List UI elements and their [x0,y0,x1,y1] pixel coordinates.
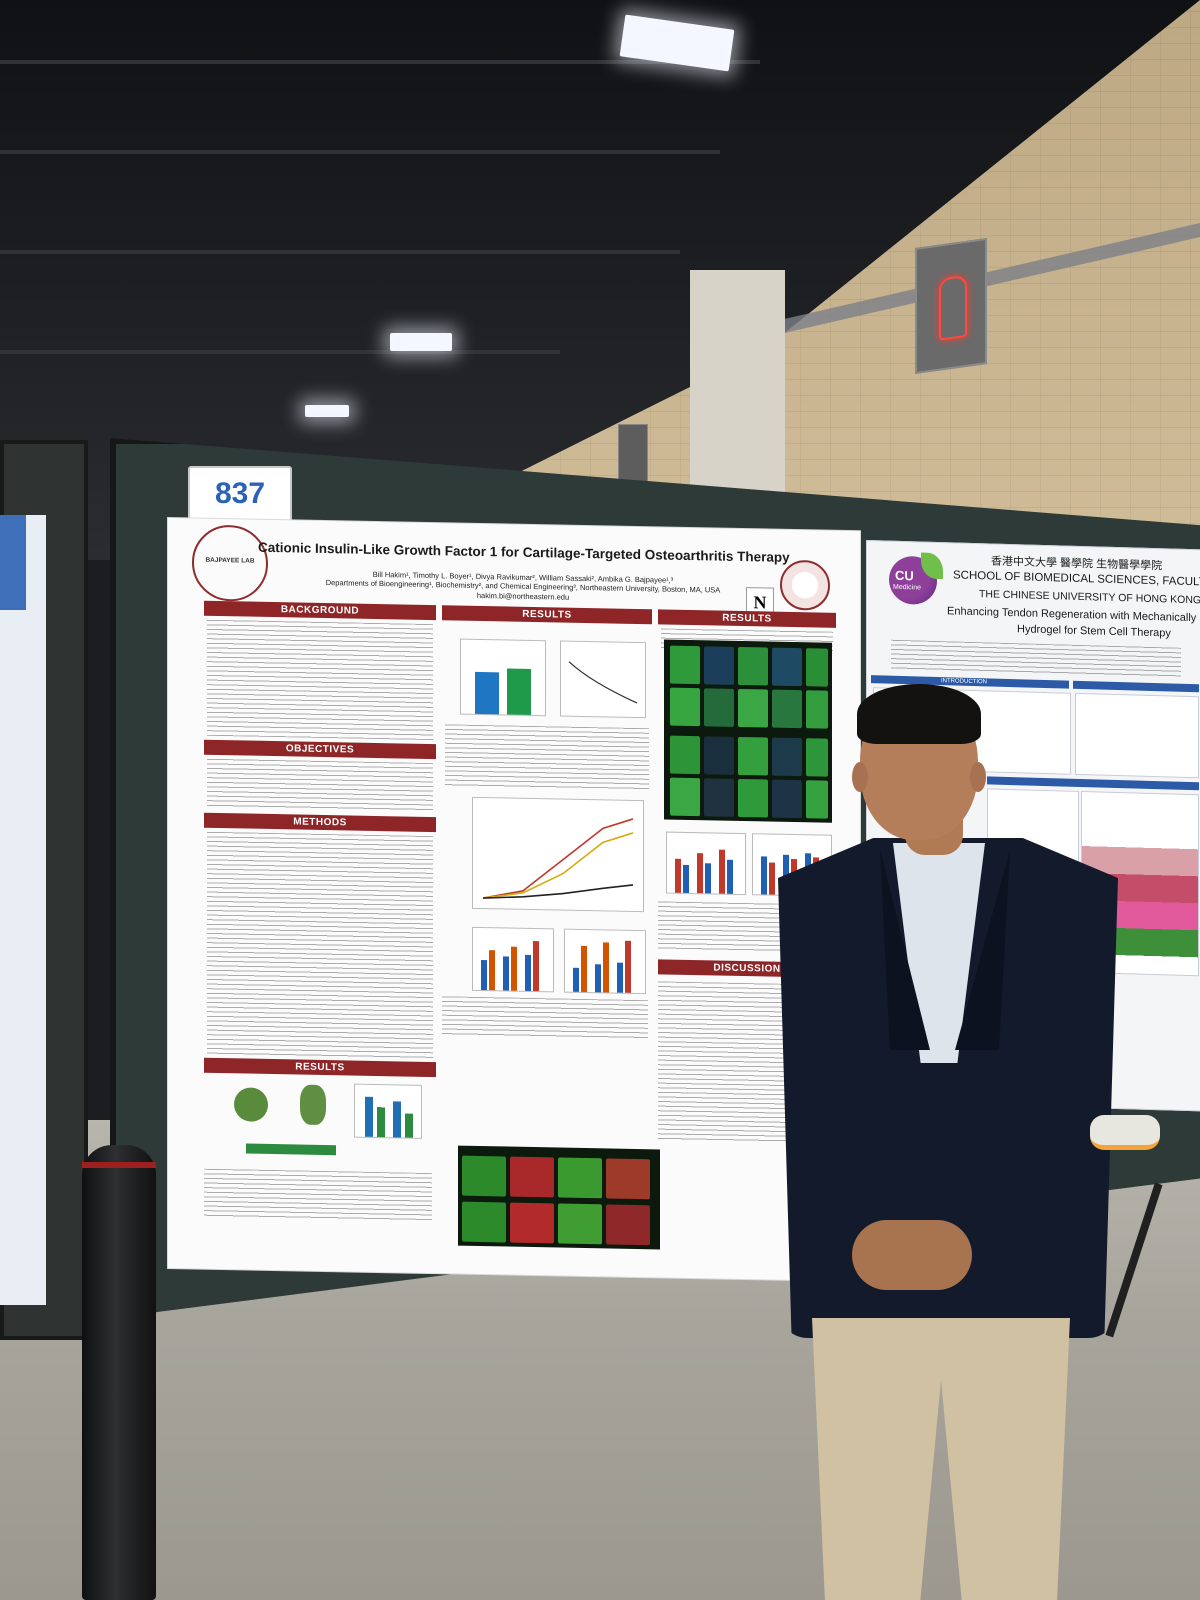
objectives-text [207,758,433,814]
stanchion-ring [82,1162,156,1168]
ceiling-light [390,333,452,351]
bar-chart [460,638,546,717]
neighbor-poster [0,515,46,1305]
person-ear [852,762,868,792]
microscopy-panel-red-green [458,1145,660,1250]
background-text [207,619,433,741]
distant-sign [618,424,648,486]
neighbor-poster-band [0,515,26,610]
methods-text [207,831,433,1059]
decay-curve [568,661,638,704]
poster-authors: Bill Hakim¹, Timothy L. Boyer¹, Divya Ra… [258,568,788,606]
woman-icon [939,274,967,341]
board-number: 837 [188,466,292,522]
bar-chart-thumbnail [354,1083,422,1139]
lab-logo: BAJPAYEE LAB [192,524,268,602]
poster-column-3: RESULTS [658,609,836,1145]
protein-structure [234,1087,268,1122]
stanchion-post [82,1145,156,1600]
results-figure-3 [442,790,652,924]
results-figure-1 [204,1073,436,1227]
results-figure-4 [442,920,652,1044]
lab-logo-text: BAJPAYEE LAB [205,556,255,565]
affiliation-text [891,639,1181,678]
section-results-3: RESULTS [658,609,836,628]
poster-title-line-2: Hydrogel for Stem Cell Therapy [1017,623,1171,640]
line-chart [560,640,646,719]
university-name: THE CHINESE UNIVERSITY OF HONG KONG [979,588,1200,607]
chinese-title: 香港中文大學 醫學院 生物醫學學院 [991,555,1163,573]
ceiling-light [305,405,349,417]
poster-column-1: BACKGROUND OBJECTIVES METHODS RESULTS [204,600,436,1227]
ceiling-beam [0,150,720,154]
section-bar [1073,680,1199,693]
section-bar [987,776,1199,791]
logo-text: CU [895,567,914,584]
cumulative-release-chart [472,796,644,913]
poster-title-line-1: Enhancing Tendon Regeneration with Mecha… [947,605,1200,626]
main-poster: BAJPAYEE LAB N Cationic Insulin-Like Gro… [168,518,860,1282]
microscopy-panel-green [664,639,832,823]
visitor-shoe [1090,1115,1160,1150]
results-figure-2 [442,620,652,724]
results-text [204,1168,432,1224]
protein-structure [300,1084,326,1126]
results-text-3 [442,996,648,1041]
section-methods: METHODS [204,812,436,833]
bar-chart-grouped [666,831,746,896]
ceiling-beam [0,250,680,254]
cu-medicine-logo: CU Medicine [889,552,943,605]
construct-diagram [246,1143,336,1156]
section-objectives: OBJECTIVES [204,739,436,760]
ceiling-beam [0,60,760,64]
bar-chart-grouped [472,926,554,993]
logo-subtext: Medicine [893,583,922,592]
methods-panel [1075,692,1199,779]
poster-title: Cationic Insulin-Like Growth Factor 1 fo… [258,539,790,565]
person-hands [852,1220,972,1290]
release-curves [482,818,634,899]
leaf-icon [921,552,943,580]
restroom-sign [915,237,987,375]
section-background: BACKGROUND [204,600,436,621]
bar-chart-grouped [564,928,646,995]
poster-column-2: RESULTS [442,605,660,1250]
introduction-heading: INTRODUCTION [941,678,987,686]
results-text-2 [445,724,649,791]
ceiling-beam [0,350,560,354]
person-ear [970,762,986,792]
person-hair [857,684,981,744]
